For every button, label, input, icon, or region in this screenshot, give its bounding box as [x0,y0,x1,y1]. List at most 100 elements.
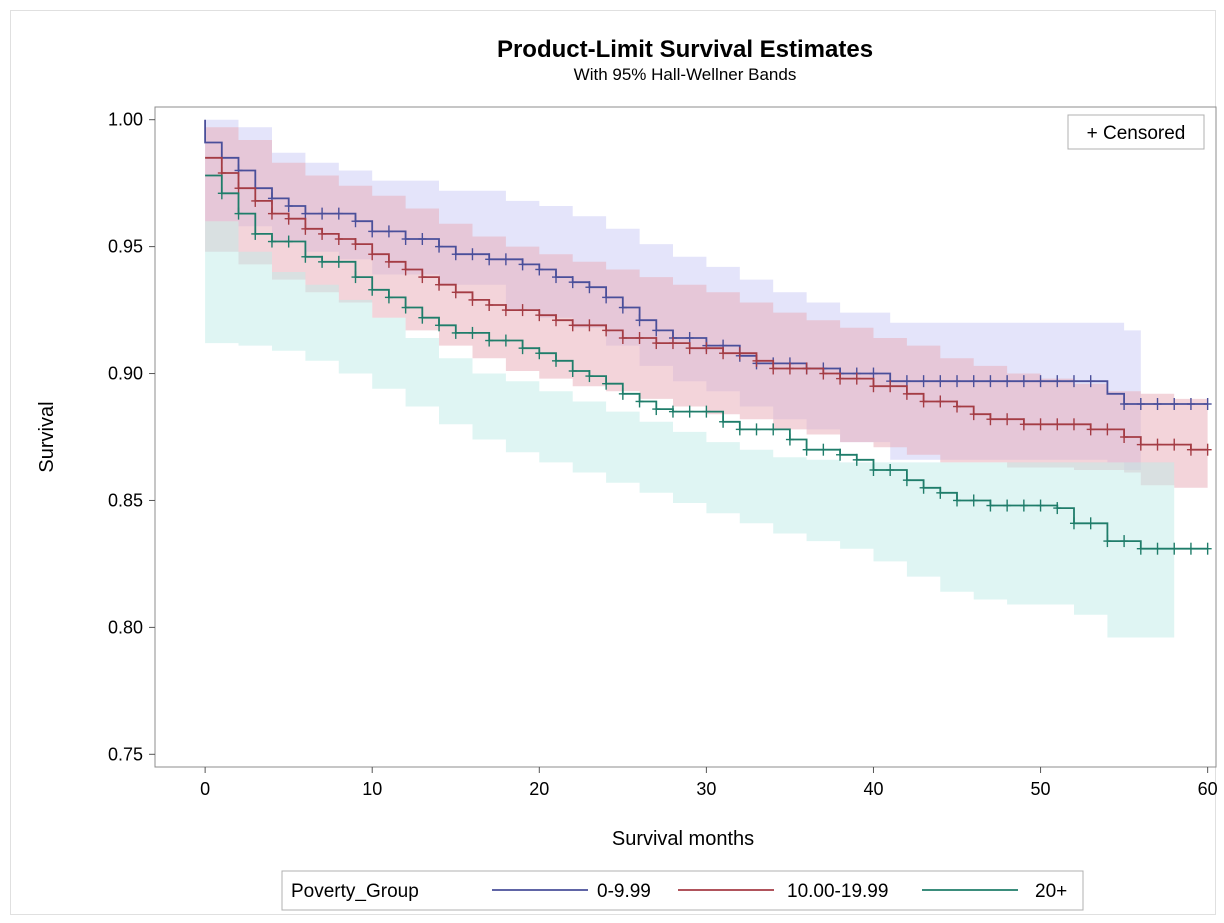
censor-mark-10-00-19-99 [1019,418,1028,431]
censor-mark-20 [652,403,661,416]
censor-mark-10-00-19-99 [451,286,460,299]
censor-mark-20 [1019,499,1028,512]
censor-mark-10-00-19-99 [919,395,928,408]
censor-mark-20 [936,486,945,499]
y-tick-label: 1.00 [108,110,143,130]
censor-mark-10-00-19-99 [735,347,744,360]
censor-mark-20 [785,433,794,446]
censor-mark-10-00-19-99 [668,337,677,350]
censor-mark-20 [1053,502,1062,515]
censor-mark-10-00-19-99 [1053,418,1062,431]
censor-mark-10-00-19-99 [902,387,911,400]
legend-label-20-plus: 20+ [1035,881,1067,902]
censor-mark-20 [1036,499,1045,512]
censor-mark-20 [535,347,544,360]
censor-mark-10-00-19-99 [652,337,661,350]
censor-mark-20 [752,423,761,436]
chart-title: Product-Limit Survival Estimates [497,36,873,63]
censor-mark-20 [685,405,694,418]
censor-mark-20 [267,235,276,248]
censor-mark-10-00-19-99 [1103,423,1112,436]
band-10-00-19-99 [205,127,1208,488]
censor-mark-20 [719,415,728,428]
censor-mark-20 [852,453,861,466]
censor-mark-20 [1003,499,1012,512]
x-tick-label: 10 [362,779,382,799]
censor-mark-0-9-99 [936,375,945,388]
censor-mark-20 [251,227,260,240]
legend-label-10-19-99: 10.00-19.99 [787,881,888,902]
y-tick-label: 0.95 [108,237,143,257]
censor-mark-10-00-19-99 [618,332,627,344]
censor-mark-0-9-99 [401,233,410,245]
censor-mark-10-00-19-99 [836,372,845,385]
censor-mark-20 [501,334,510,347]
censor-mark-0-9-99 [1153,398,1162,410]
censor-mark-0-9-99 [1053,375,1062,388]
censor-mark-0-9-99 [435,240,444,253]
censor-mark-10-00-19-99 [802,362,811,375]
censor-mark-20 [618,387,627,400]
censor-mark-20 [217,187,226,200]
censor-mark-10-00-19-99 [1086,423,1095,436]
x-tick-label: 60 [1198,779,1218,799]
censor-mark-20 [351,271,360,284]
censor-mark-10-00-19-99 [719,347,728,360]
y-tick-label: 0.80 [108,617,143,637]
censor-mark-10-00-19-99 [418,271,427,284]
censor-mark-10-00-19-99 [936,395,945,408]
censor-mark-10-00-19-99 [852,372,861,385]
censor-mark-20 [284,235,293,248]
censor-mark-10-00-19-99 [368,248,377,261]
censor-mark-10-00-19-99 [468,293,477,306]
censor-mark-0-9-99 [1120,398,1129,410]
censor-mark-10-00-19-99 [886,380,895,393]
censor-mark-20 [919,481,928,494]
censor-mark-0-9-99 [384,225,393,238]
censor-mark-0-9-99 [468,248,477,261]
censor-mark-20 [1203,542,1212,555]
censor-mark-0-9-99 [518,258,527,271]
censor-mark-0-9-99 [1086,375,1095,388]
censor-mark-20 [886,464,895,476]
censor-mark-0-9-99 [535,263,544,276]
censor-mark-20 [869,464,878,476]
y-axis-label: Survival [36,401,58,472]
censor-mark-10-00-19-99 [501,304,510,317]
censor-mark-0-9-99 [602,291,611,304]
chart-subtitle: With 95% Hall-Wellner Bands [574,65,797,84]
censor-mark-0-9-99 [585,281,594,294]
censor-mark-10-00-19-99 [1003,413,1012,426]
censor-mark-0-9-99 [1203,398,1212,410]
censor-mark-0-9-99 [902,375,911,388]
censor-mark-0-9-99 [451,248,460,261]
censor-mark-10-00-19-99 [986,413,995,426]
censor-mark-0-9-99 [685,332,694,344]
censor-mark-20 [668,405,677,418]
censor-mark-0-9-99 [986,375,995,388]
censor-mark-10-00-19-99 [485,299,494,311]
censor-mark-10-00-19-99 [1203,443,1212,456]
censored-legend: + Censored [1067,114,1205,150]
censor-mark-0-9-99 [1069,375,1078,388]
x-tick-label: 30 [696,779,716,799]
censor-mark-10-00-19-99 [552,314,561,327]
censor-mark-10-00-19-99 [869,380,878,393]
censor-mark-0-9-99 [652,324,661,337]
censor-mark-0-9-99 [969,375,978,388]
censor-mark-20 [384,291,393,304]
censor-mark-10-00-19-99 [535,309,544,322]
censor-mark-20 [635,395,644,408]
censor-mark-0-9-99 [953,375,962,388]
censor-mark-20 [735,423,744,436]
censor-mark-10-00-19-99 [1120,431,1129,443]
censor-mark-10-00-19-99 [969,408,978,421]
censor-mark-0-9-99 [919,375,928,388]
censor-mark-10-00-19-99 [1153,438,1162,451]
censor-mark-20 [585,370,594,383]
censor-mark-20 [1086,517,1095,530]
censor-mark-10-00-19-99 [602,324,611,337]
censor-mark-10-00-19-99 [585,319,594,332]
censor-mark-10-00-19-99 [1186,443,1195,456]
